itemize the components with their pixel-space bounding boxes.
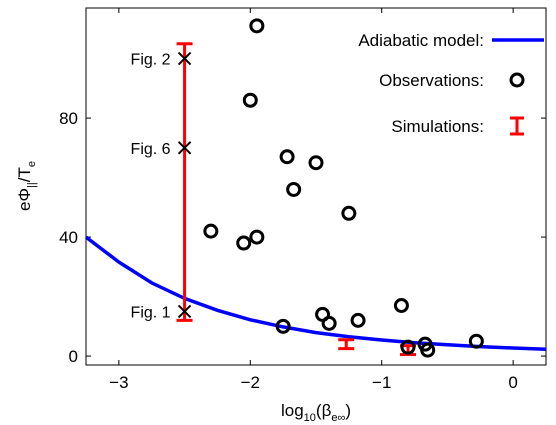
figure-annotation: Fig. 1 xyxy=(131,304,171,321)
figure-annotation: Fig. 6 xyxy=(131,141,171,158)
legend-label: Adiabatic model: xyxy=(358,31,484,50)
y-tick-label: 0 xyxy=(69,347,78,366)
x-tick-label: −1 xyxy=(372,373,391,392)
x-tick-label: −2 xyxy=(241,373,260,392)
x-tick-label: 0 xyxy=(508,373,517,392)
y-tick-label: 80 xyxy=(59,109,78,128)
x-tick-label: −3 xyxy=(109,373,128,392)
figure-annotation: Fig. 2 xyxy=(131,52,171,69)
legend-label: Simulations: xyxy=(391,117,484,136)
legend-label: Observations: xyxy=(379,71,484,90)
x-axis-label: log10(βe∞) xyxy=(281,401,351,424)
y-tick-label: 40 xyxy=(59,228,78,247)
y-axis-label: eΦ||/Te xyxy=(15,161,38,211)
